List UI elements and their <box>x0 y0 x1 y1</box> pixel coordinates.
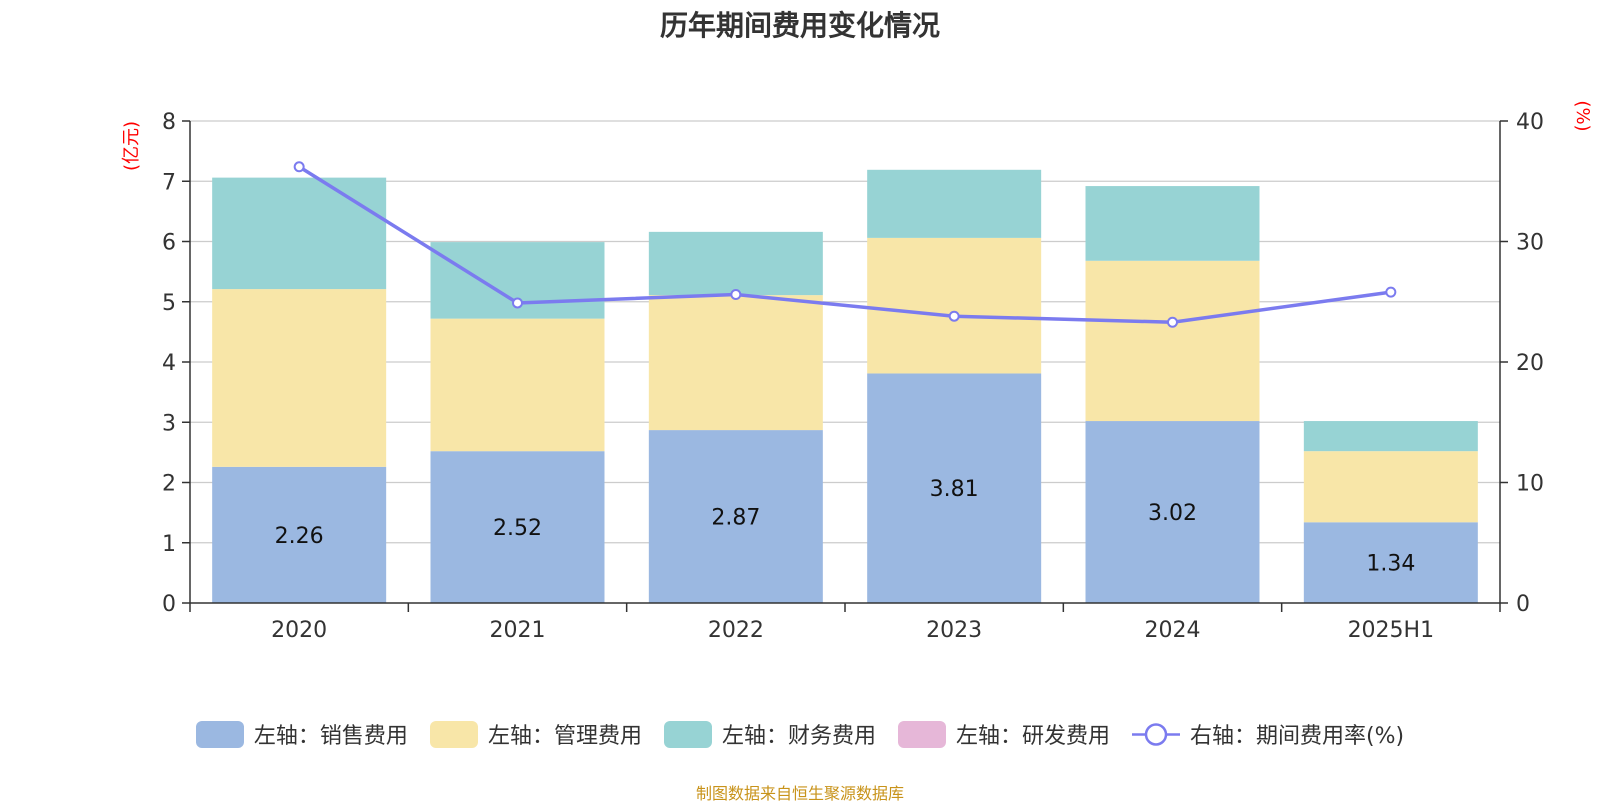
bar-segment <box>212 466 387 603</box>
chart-title: 历年期间费用变化情况 <box>659 9 940 42</box>
rate-point <box>293 161 305 173</box>
line-series <box>293 161 1397 328</box>
legend-label: 左轴：研发费用 <box>955 724 1110 749</box>
bar-segment <box>1303 421 1478 452</box>
rate-point <box>730 289 742 301</box>
bar-segment <box>1085 186 1260 261</box>
bar-segment <box>648 295 823 431</box>
left-axis-tick-label: 5 <box>162 291 176 316</box>
gridlines <box>190 120 1500 544</box>
legend-item[interactable]: 左轴：管理费用 <box>429 718 642 750</box>
bar-segment <box>867 237 1042 374</box>
right-axis-tick-label: 40 <box>1516 110 1544 135</box>
legend-label: 左轴：财务费用 <box>721 724 876 749</box>
left-axis-tick-label: 8 <box>162 110 176 135</box>
source-note: 制图数据来自恒生聚源数据库 <box>695 784 904 803</box>
bar-segment <box>648 231 823 296</box>
rate-line <box>298 165 1392 324</box>
bar-segment <box>430 451 605 603</box>
bar-segment <box>648 430 823 603</box>
rate-point <box>512 297 523 309</box>
bar-data-label: 2.52 <box>493 516 542 541</box>
x-axis-tick-label: 2024 <box>1145 618 1201 643</box>
left-axis-tick-label: 7 <box>162 170 176 195</box>
legend-swatch-icon <box>429 720 478 748</box>
data-labels: 2.26 2.52 2.87 3.81 3.02 1.34 <box>275 477 1416 576</box>
chart-plot: 2.26 2.52 2.87 3.81 3.02 1.34 0 1 2 3 4 5 6 7 8 0 10 20 3… <box>121 100 1593 643</box>
bar-segment <box>867 169 1042 238</box>
legend-swatch-icon <box>897 720 946 748</box>
legend-swatch-icon <box>663 720 712 748</box>
bar-segment <box>1303 451 1478 523</box>
bar-data-label: 2.26 <box>275 524 324 549</box>
bar-series <box>212 169 1478 603</box>
rate-point <box>1167 316 1178 328</box>
rate-point <box>948 310 960 322</box>
right-axis-tick-label: 0 <box>1516 592 1530 617</box>
right-axis-tick-label: 20 <box>1516 351 1544 376</box>
x-axis-tick-label: 2025H1 <box>1348 618 1435 643</box>
legend-item[interactable]: 右轴：期间费用率(%) <box>1131 718 1405 750</box>
axes: 0 1 2 3 4 5 6 7 8 0 10 20 30 40 2020 2021 2022 2023 2024 20… <box>121 100 1593 643</box>
legend: 左轴：销售费用 左轴：管理费用 左轴：财务费用 左轴：研发费用 右轴：期间费用率(%) <box>0 718 1600 750</box>
bar-segment <box>212 177 387 290</box>
bar-segment <box>430 318 605 452</box>
legend-label: 左轴：销售费用 <box>253 724 408 749</box>
left-axis-tick-label: 1 <box>162 532 176 557</box>
legend-line-marker-icon <box>1131 722 1180 746</box>
bar-segment <box>867 373 1042 603</box>
x-axis-tick-label: 2022 <box>708 618 764 643</box>
x-axis-tick-label: 2021 <box>490 618 546 643</box>
legend-item[interactable]: 左轴：研发费用 <box>897 718 1110 750</box>
bar-segment <box>1085 260 1260 422</box>
left-axis-tick-label: 4 <box>162 351 176 376</box>
bar-data-label: 1.34 <box>1366 552 1415 577</box>
bar-segment <box>212 289 387 467</box>
left-axis-tick-label: 3 <box>162 411 176 436</box>
bar-segment <box>1303 522 1478 603</box>
bar-data-label: 3.81 <box>930 477 979 502</box>
legend-item[interactable]: 左轴：财务费用 <box>663 718 876 750</box>
left-axis-tick-label: 6 <box>162 231 176 256</box>
legend-swatch-icon <box>195 720 244 748</box>
bar-data-label: 3.02 <box>1148 501 1197 526</box>
rate-point <box>1385 286 1397 298</box>
x-axis-tick-label: 2023 <box>926 618 982 643</box>
bar-segment <box>1085 421 1260 603</box>
x-axis-tick-label: 2020 <box>271 618 327 643</box>
left-axis-unit: (亿元) <box>121 121 142 171</box>
right-axis-tick-label: 30 <box>1516 231 1544 256</box>
left-axis-tick-label: 2 <box>162 472 176 497</box>
bar-data-label: 2.87 <box>711 506 760 531</box>
right-axis-tick-label: 10 <box>1516 472 1544 497</box>
legend-label: 左轴：管理费用 <box>487 724 642 749</box>
legend-item[interactable]: 左轴：销售费用 <box>195 718 408 750</box>
right-axis-unit: (%) <box>1572 100 1593 131</box>
legend-label: 右轴：期间费用率(%) <box>1189 724 1405 749</box>
left-axis-tick-label: 0 <box>162 592 176 617</box>
